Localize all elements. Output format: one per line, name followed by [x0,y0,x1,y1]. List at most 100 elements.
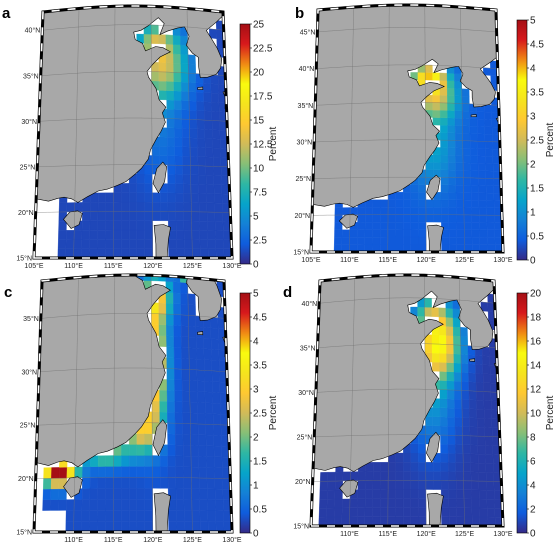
colorbar-tick-label: 3.5 [530,88,544,99]
grid-cell [477,163,486,172]
grid-cell [440,480,449,490]
grid-cell [188,63,196,74]
grid-cell [203,348,212,361]
grid-cell [205,413,214,425]
lat-tick-label: 45°N [300,29,316,37]
lon-tick-label: 110°E [340,256,359,264]
grid-cell [447,162,456,171]
lon-tick-label: 120°E [417,530,436,538]
grid-cell [198,467,208,479]
grid-cell [455,177,464,186]
grid-cell [214,202,223,213]
grid-cell [42,499,51,511]
grid-cell [180,303,189,316]
grid-cell [197,147,206,158]
grid-cell [425,214,434,223]
grid-cell [187,54,196,65]
grid-cell [180,293,189,305]
lat-tick-label: 35°N [300,344,316,352]
grid-cell [207,221,216,231]
grid-cell [128,520,138,532]
grid-cell [215,510,224,522]
grid-cell [439,407,448,418]
grid-cell [453,344,462,355]
grid-cell [432,416,441,427]
colorbar-tick-label: 25 [253,20,265,31]
grid-cell [484,436,493,446]
grid-cell [433,207,442,215]
grid-cell [198,174,207,185]
grid-cell [431,334,440,345]
grid-cell [441,214,450,223]
grid-cell [65,239,75,249]
grid-cell [486,507,496,518]
grid-cell [439,343,447,354]
grid-cell [206,477,216,490]
grid-cell [173,303,182,316]
grid-cell [387,229,396,238]
grid-cell [215,239,224,250]
grid-cell [380,498,389,508]
lat-tick-label: 30°N [298,389,314,397]
grid-cell [454,426,463,436]
grid-cell [410,191,419,200]
grid-cell [81,220,91,231]
grid-cell [189,137,198,148]
grid-cell [469,118,478,127]
grid-cell [469,408,478,419]
grid-cell [403,507,411,518]
colorbar-tick-label: 2.5 [530,136,544,147]
grid-cell [121,466,130,478]
grid-cell [418,498,427,508]
grid-cell [477,426,486,437]
grid-cell [211,370,220,383]
grid-cell [105,455,114,467]
grid-cell [410,480,419,490]
lat-tick-label: 20°N [294,212,310,220]
grid-cell [152,466,161,478]
grid-cell [173,336,182,348]
grid-cell [418,199,427,208]
grid-cell [183,499,193,511]
grid-cell [462,155,471,164]
grid-cell [418,236,427,245]
grid-cell [197,138,206,148]
grid-cell [176,520,185,532]
grid-cell [447,154,456,163]
grid-cell [327,480,336,491]
grid-cell [478,489,487,500]
grid-cell [203,101,212,112]
grid-cell [121,477,130,489]
grid-cell [455,453,464,463]
colorbar-tick-label: 20 [253,68,265,79]
grid-cell [440,169,449,178]
grid-cell [191,510,201,522]
grid-cell [89,211,99,222]
grid-cell [468,381,477,392]
grid-cell [395,507,404,518]
grid-cell [212,157,222,167]
grid-cell [136,192,145,203]
grid-cell [410,214,419,223]
grid-cell [433,480,442,490]
grid-cell [175,202,184,212]
colorbar-tick-label: 18 [530,313,542,324]
grid-cell [210,338,219,351]
grid-cell [440,462,449,472]
grid-cell [182,445,192,457]
grid-cell [485,445,494,455]
grid-cell [470,192,479,201]
grid-cell [440,471,449,481]
grid-cell [136,433,145,445]
grid-cell [447,398,455,409]
grid-cell [417,434,426,445]
grid-cell [196,91,205,102]
grid-cell [349,229,358,238]
lon-tick-label: 130°E [493,256,512,264]
grid-cell [173,72,182,83]
lat-tick-label: 25°N [295,175,311,183]
grid-cell [167,183,176,194]
grid-cell [454,399,463,409]
grid-cell [167,174,176,184]
grid-cell [440,125,448,133]
